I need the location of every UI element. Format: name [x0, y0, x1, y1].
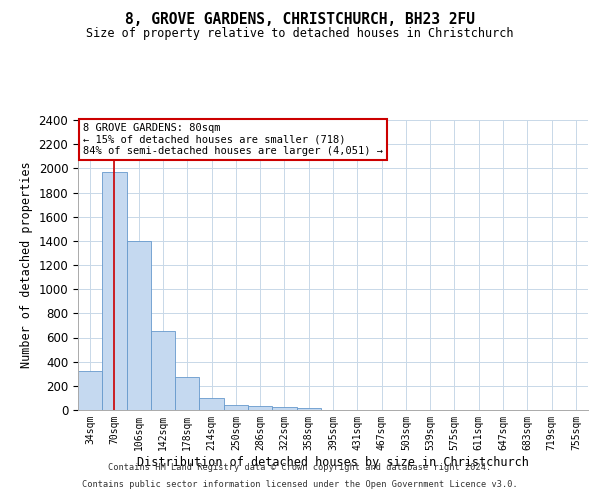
Bar — [151, 332, 175, 410]
Bar — [199, 398, 224, 410]
Y-axis label: Number of detached properties: Number of detached properties — [20, 162, 33, 368]
Bar — [127, 241, 151, 410]
X-axis label: Distribution of detached houses by size in Christchurch: Distribution of detached houses by size … — [137, 456, 529, 468]
Text: Size of property relative to detached houses in Christchurch: Size of property relative to detached ho… — [86, 28, 514, 40]
Bar — [224, 405, 248, 410]
Bar — [102, 172, 127, 410]
Bar — [296, 408, 321, 410]
Text: Contains public sector information licensed under the Open Government Licence v3: Contains public sector information licen… — [82, 480, 518, 489]
Bar — [78, 372, 102, 410]
Bar — [175, 377, 199, 410]
Bar — [248, 406, 272, 410]
Bar — [272, 407, 296, 410]
Text: 8 GROVE GARDENS: 80sqm
← 15% of detached houses are smaller (718)
84% of semi-de: 8 GROVE GARDENS: 80sqm ← 15% of detached… — [83, 123, 383, 156]
Text: Contains HM Land Registry data © Crown copyright and database right 2024.: Contains HM Land Registry data © Crown c… — [109, 464, 491, 472]
Text: 8, GROVE GARDENS, CHRISTCHURCH, BH23 2FU: 8, GROVE GARDENS, CHRISTCHURCH, BH23 2FU — [125, 12, 475, 28]
